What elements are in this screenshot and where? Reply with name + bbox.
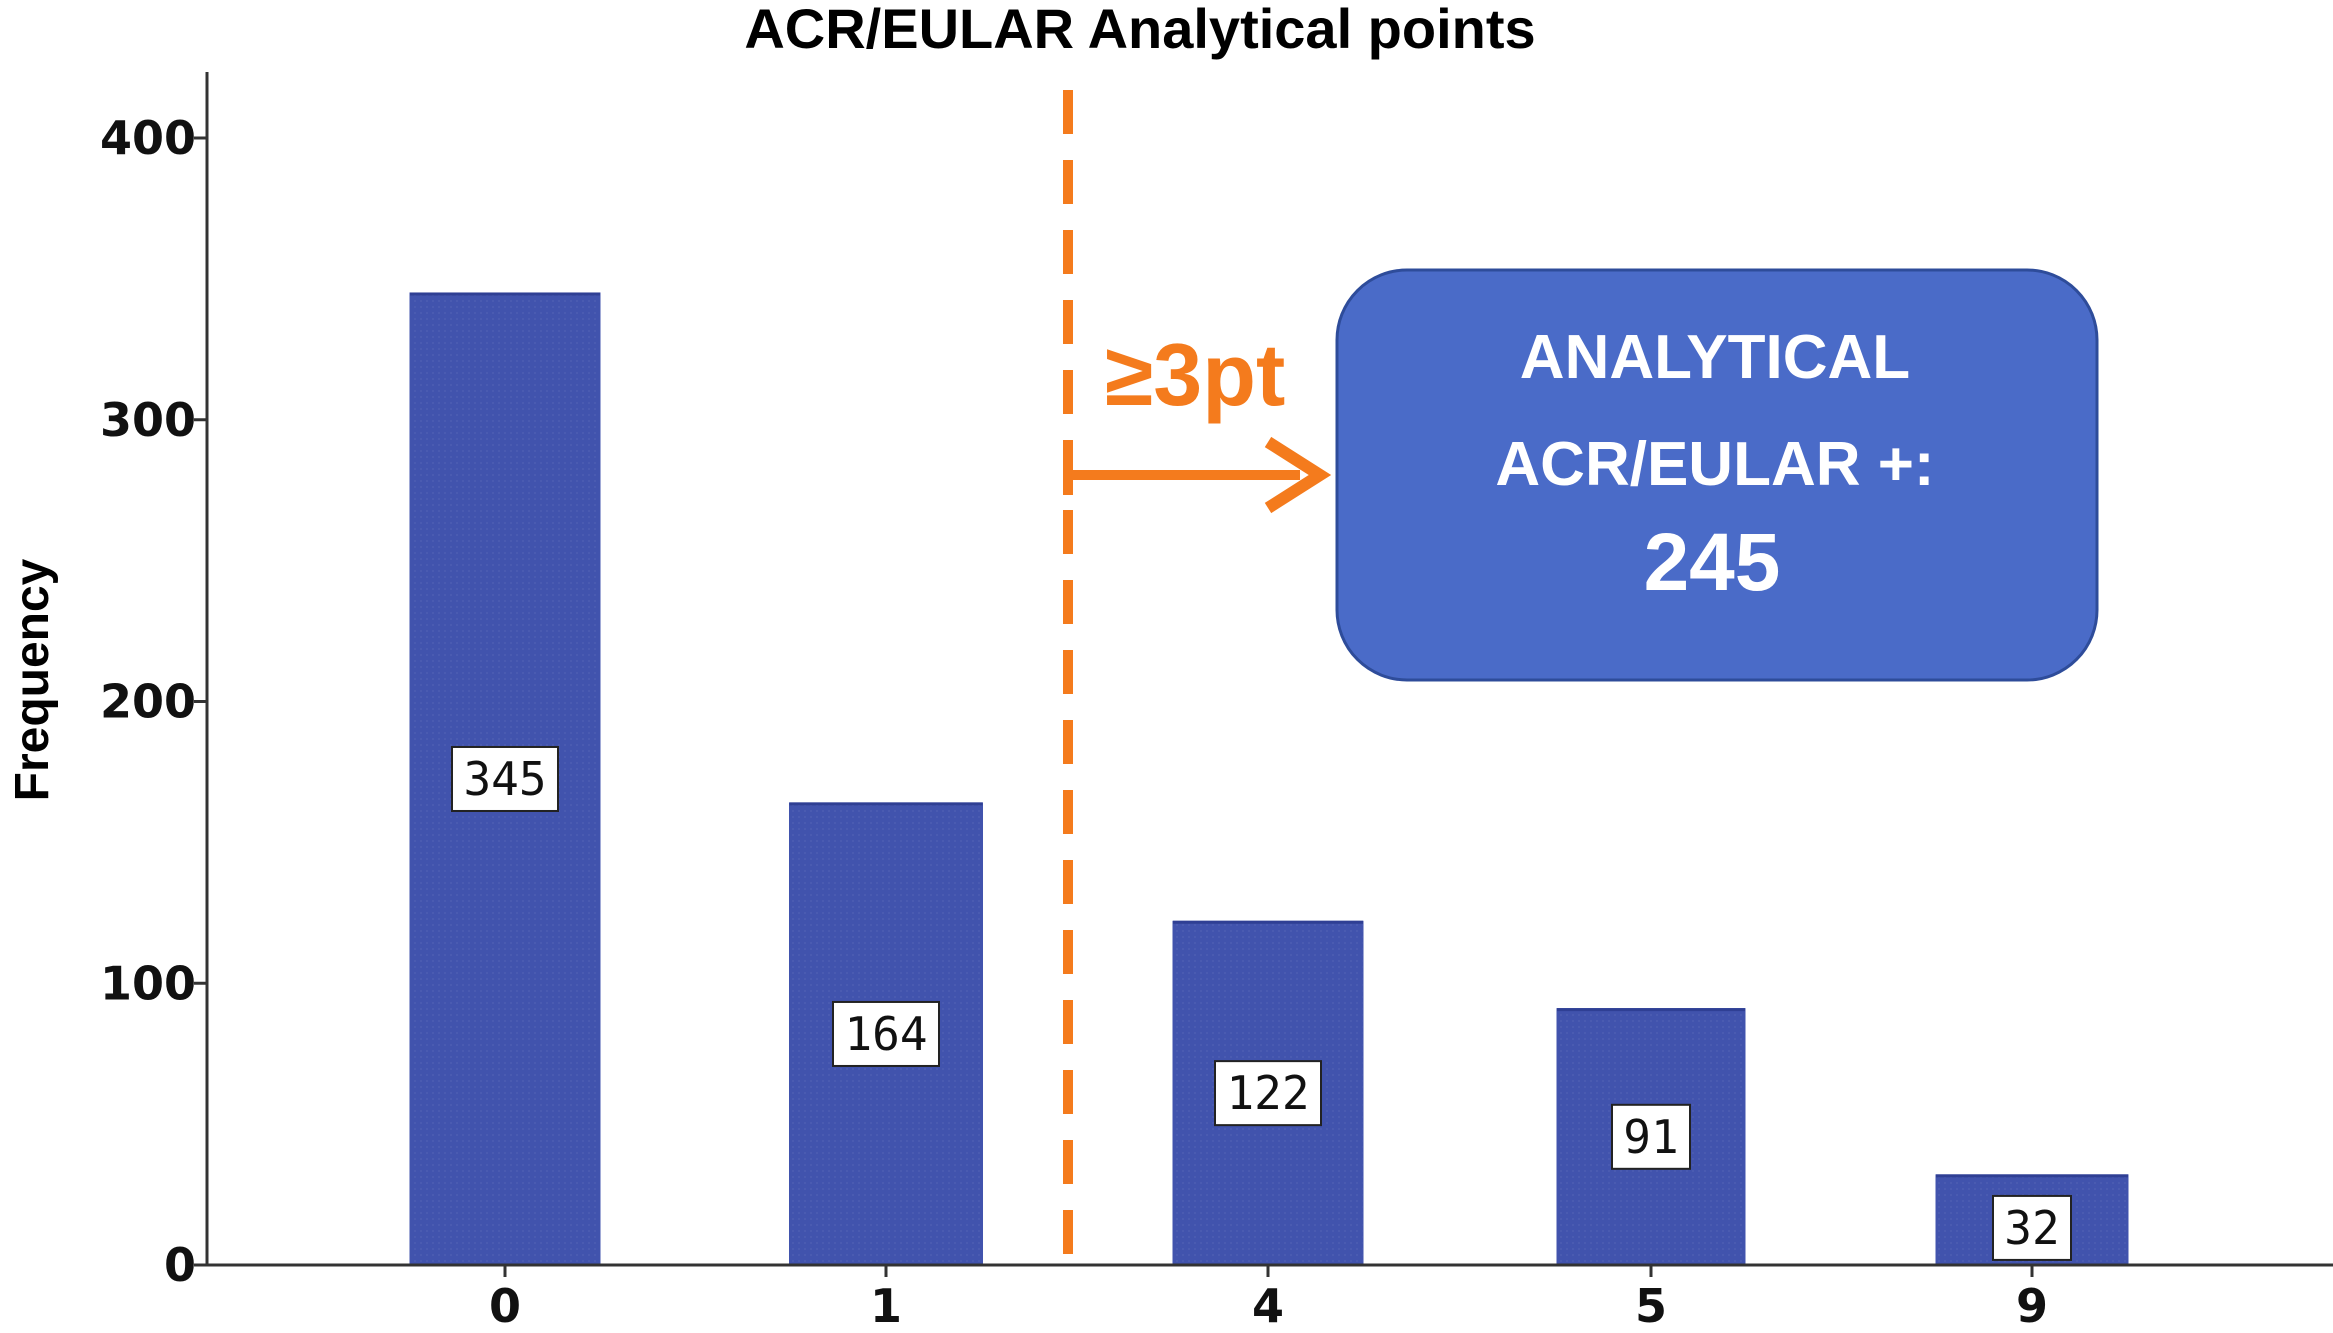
y-tick-label: 100 bbox=[100, 956, 196, 1010]
arrow-right-icon bbox=[1264, 436, 1332, 514]
data-label-box bbox=[1214, 1060, 1322, 1127]
callout-line-2: ACR/EULAR +: bbox=[1495, 430, 1934, 499]
y-tick-label: 300 bbox=[100, 393, 196, 447]
x-tick-label: 5 bbox=[1635, 1279, 1667, 1328]
data-label-box bbox=[451, 745, 559, 812]
data-label: 91 bbox=[1623, 1110, 1678, 1164]
y-tick-label: 400 bbox=[100, 111, 196, 165]
x-tick-label: 1 bbox=[870, 1279, 902, 1328]
callout-value: 245 bbox=[1644, 517, 1781, 608]
data-label-box bbox=[832, 1000, 940, 1067]
x-tick-label: 9 bbox=[2016, 1279, 2048, 1328]
data-label: 32 bbox=[2004, 1201, 2059, 1255]
callout-box: ANALYTICAL ACR/EULAR +: 245 bbox=[1335, 268, 2099, 682]
x-tick-label: 0 bbox=[489, 1279, 521, 1328]
threshold-label: ≥3pt bbox=[1105, 325, 1285, 424]
data-label-box bbox=[1611, 1103, 1691, 1170]
callout-background bbox=[1335, 268, 2099, 682]
x-tick-label: 4 bbox=[1252, 1279, 1284, 1328]
data-label: 122 bbox=[1226, 1066, 1309, 1120]
callout-line-1: ANALYTICAL bbox=[1520, 323, 1910, 392]
threshold-annotation: ≥3pt bbox=[1063, 90, 1332, 1270]
bar-series: 345 164 122 91 32 bbox=[409, 292, 2129, 1266]
data-label: 345 bbox=[463, 752, 546, 806]
y-axis-ticks: 0 100 200 300 400 bbox=[100, 111, 207, 1292]
y-axis-label: Frequency bbox=[6, 558, 59, 801]
data-label: 164 bbox=[844, 1007, 927, 1061]
x-axis-ticks: 0 1 4 5 9 bbox=[489, 1265, 2048, 1333]
chart-title: ACR/EULAR Analytical points bbox=[744, 0, 1535, 60]
y-tick-label: 0 bbox=[164, 1238, 196, 1292]
y-tick-label: 200 bbox=[100, 675, 196, 729]
data-label-box bbox=[1992, 1194, 2072, 1261]
